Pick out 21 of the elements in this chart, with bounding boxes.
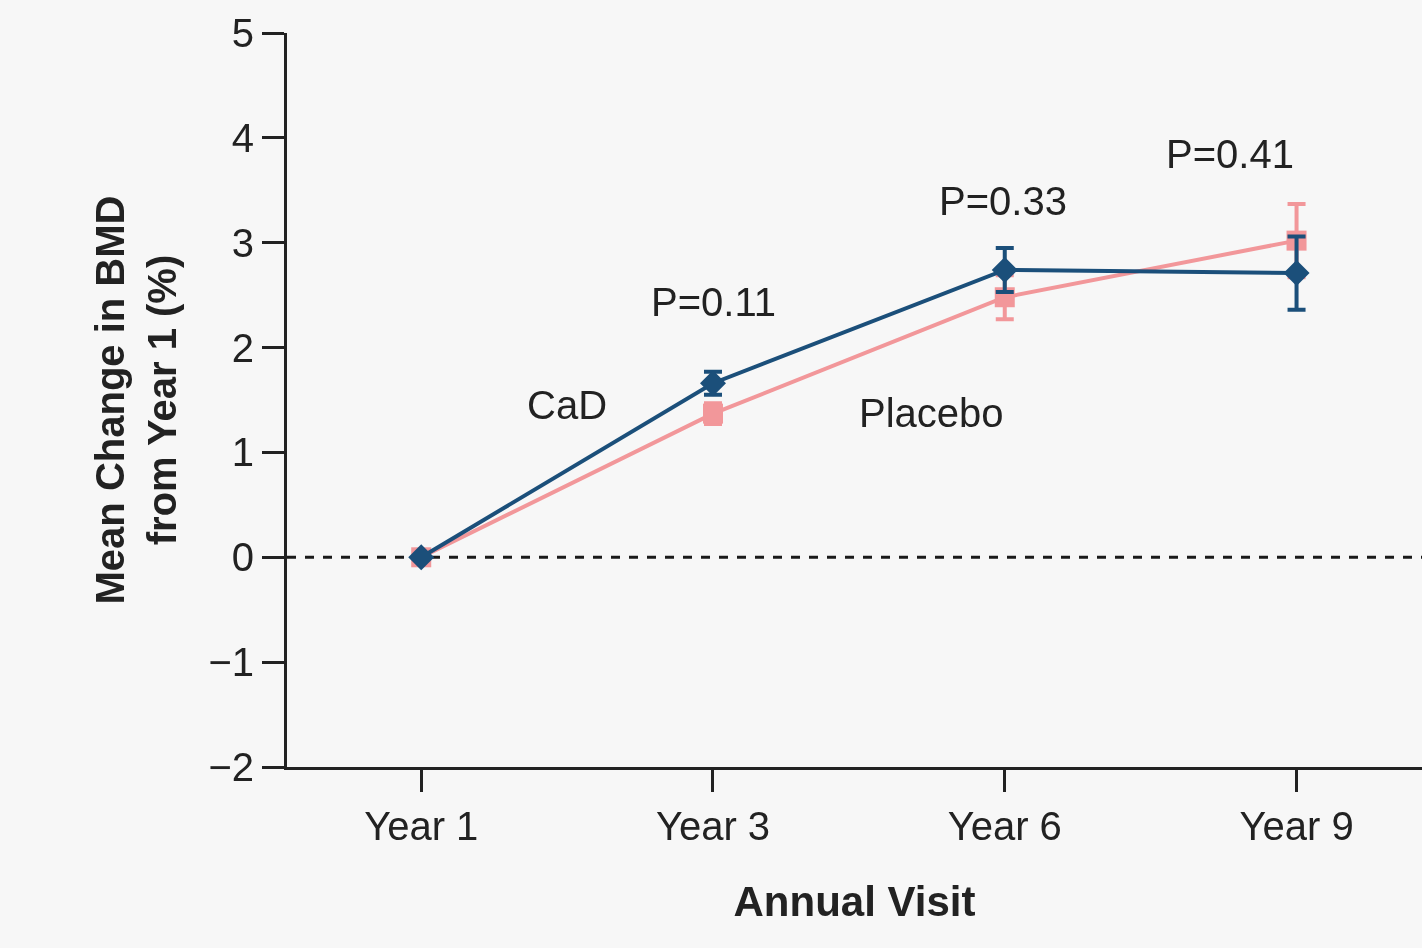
y-tick-label: 0 <box>231 535 254 580</box>
annotation: P=0.41 <box>1166 132 1294 176</box>
y-tick-label: −2 <box>208 745 254 789</box>
y-tick-label: −1 <box>208 640 254 685</box>
series-label: CaD <box>527 383 608 427</box>
series-label: Placebo <box>859 391 1004 435</box>
y-tick-label: 3 <box>231 220 254 265</box>
y-axis-title: Mean Change in BMD from Year 1 (%) <box>87 195 184 605</box>
annotation: P=0.11 <box>651 280 776 324</box>
y-tick-label: 2 <box>231 325 254 370</box>
y-tick-label: 4 <box>231 115 254 160</box>
x-tick-label: Year 1 <box>364 804 479 848</box>
x-tick-label: Year 9 <box>1239 804 1354 848</box>
x-axis-title: Annual Visit <box>733 877 976 925</box>
x-tick-label: Year 6 <box>947 804 1062 848</box>
point <box>991 256 1018 283</box>
point <box>1283 260 1310 287</box>
y-tick-label: 1 <box>231 430 254 475</box>
x-tick-label: Year 3 <box>655 804 771 848</box>
y-tick-label: 5 <box>231 11 254 55</box>
annotation: P=0.33 <box>939 179 1067 223</box>
